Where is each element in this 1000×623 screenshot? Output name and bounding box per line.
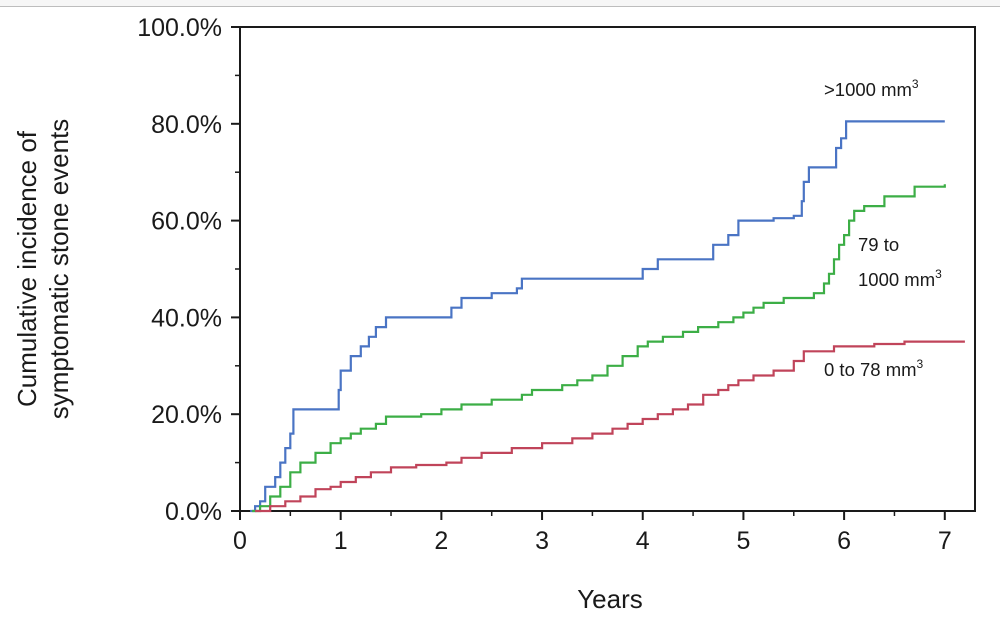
- y-tick-label-0: 0.0%: [165, 498, 222, 526]
- series-label-medium-sup: 3: [935, 267, 942, 281]
- x-tick-label-6: 6: [837, 527, 851, 555]
- y-tick-label-80: 80.0%: [151, 111, 222, 139]
- y-tick-label-40: 40.0%: [151, 304, 222, 332]
- series-label-large-text: >1000 mm: [824, 79, 912, 100]
- series-label-medium-text: 1000 mm: [858, 269, 935, 290]
- series-label-small-text: 0 to 78 mm: [824, 359, 917, 380]
- y-axis-title-line-1: Cumulative incidence of: [12, 130, 42, 407]
- x-tick-label-0: 0: [233, 527, 247, 555]
- x-tick-label-1: 1: [334, 527, 348, 555]
- series-label-large: >1000 mm3: [824, 77, 919, 100]
- y-axis-title-line-2: symptomatic stone events: [44, 119, 74, 420]
- series-line-large: [250, 120, 945, 513]
- series-label-medium-line-1: 79 to: [858, 234, 899, 255]
- series-label-large-sup: 3: [912, 77, 919, 91]
- series-label-small-sup: 3: [917, 357, 924, 371]
- x-tick-label-7: 7: [938, 527, 952, 555]
- x-tick-label-2: 2: [434, 527, 448, 555]
- series-label-small: 0 to 78 mm3: [824, 357, 924, 380]
- series-line-medium: [252, 184, 946, 513]
- x-tick-label-3: 3: [535, 527, 549, 555]
- series-line-small: [255, 340, 965, 513]
- y-tick-label-100: 100.0%: [137, 14, 222, 42]
- x-axis-title: Years: [577, 584, 643, 614]
- series-lines: [250, 120, 965, 513]
- x-tick-label-4: 4: [636, 527, 650, 555]
- x-tick-label-5: 5: [736, 527, 750, 555]
- top-border: [0, 0, 1000, 7]
- y-tick-label-20: 20.0%: [151, 401, 222, 429]
- series-label-medium-line-2: 1000 mm3: [858, 267, 942, 290]
- y-tick-label-60: 60.0%: [151, 208, 222, 236]
- axis-ticks: 0 1 2 3 4 5 6 7 0.0% 20.0% 40.0% 60.0% 80.0% 100.0%: [137, 14, 952, 555]
